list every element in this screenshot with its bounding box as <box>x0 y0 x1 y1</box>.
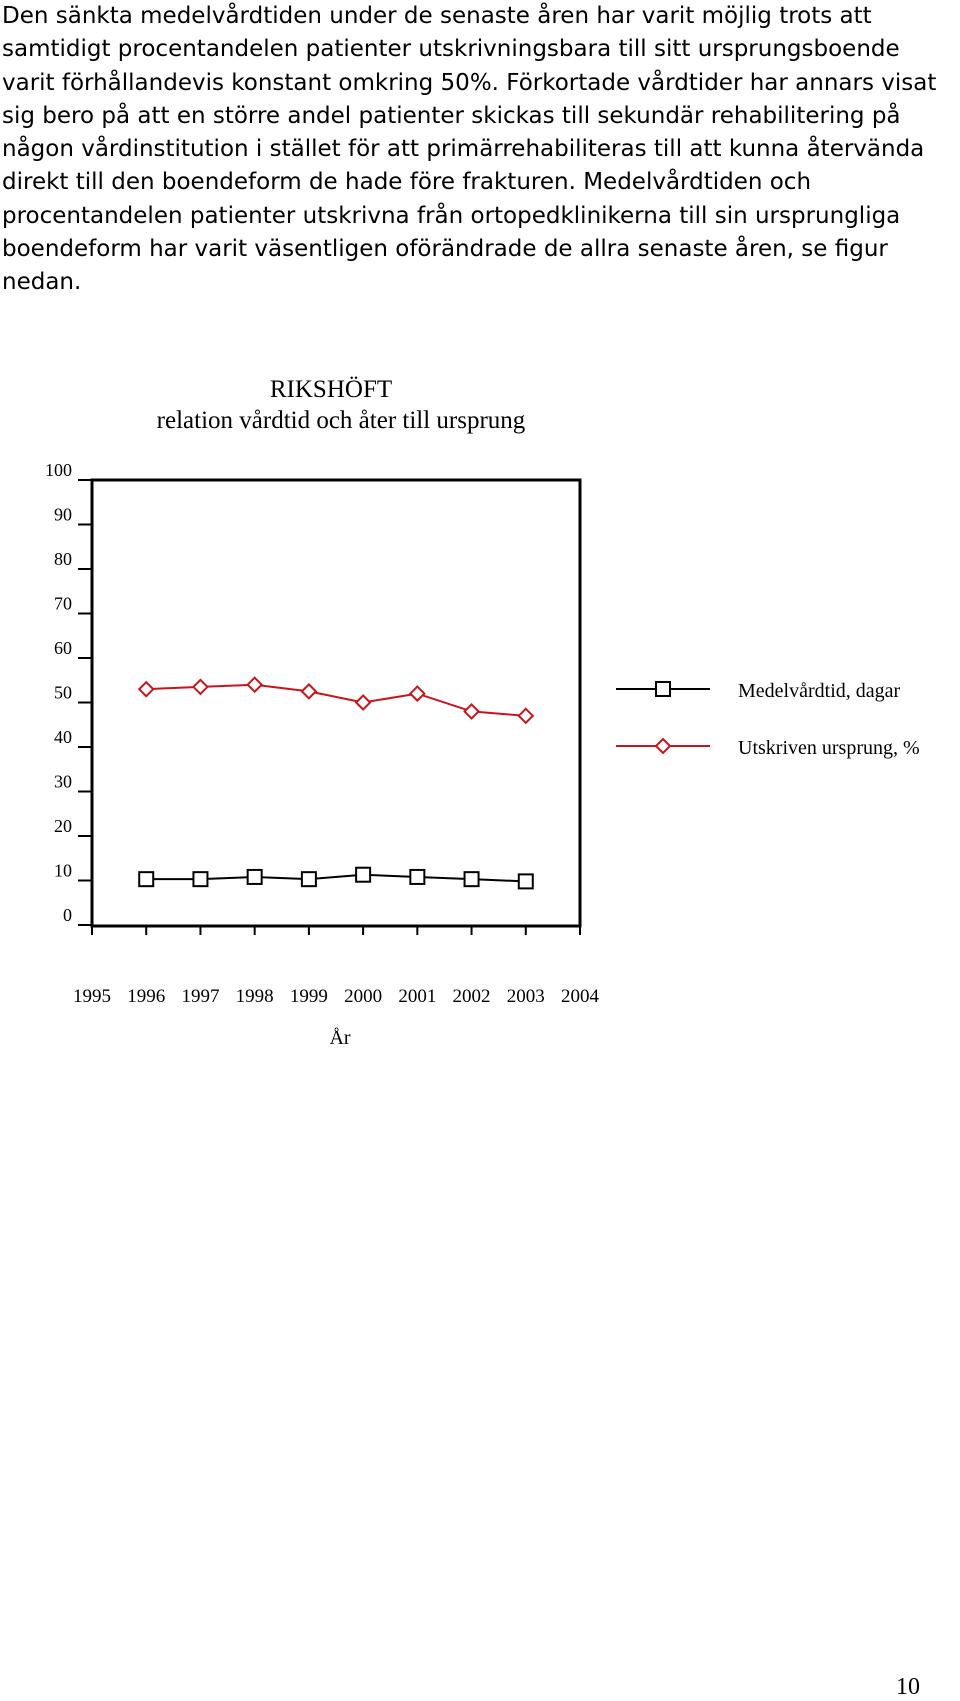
plot-frame <box>90 478 582 928</box>
legend-label: Medelvårdtid, dagar <box>738 680 900 702</box>
y-axis: 0 10 20 30 40 50 60 70 80 90 100 <box>45 460 92 926</box>
data-point <box>246 676 264 694</box>
y-tick-label: 70 <box>54 594 72 614</box>
x-tick-label: 2003 <box>507 986 545 1007</box>
series-line <box>146 873 526 883</box>
legend-marker <box>655 681 671 697</box>
data-point <box>354 694 372 711</box>
x-tick-label: 1997 <box>181 986 219 1007</box>
data-point <box>463 871 480 888</box>
legend-label: Utskriven ursprung, % <box>738 737 920 759</box>
x-axis-title: År <box>329 1027 350 1049</box>
y-tick-label: 90 <box>54 505 72 525</box>
data-point <box>355 866 372 883</box>
x-tick-label: 2000 <box>344 986 382 1007</box>
legend-marker <box>654 737 672 755</box>
data-point <box>137 680 155 698</box>
data-point <box>408 685 426 703</box>
y-tick-label: 10 <box>54 861 72 881</box>
data-point <box>138 871 155 888</box>
y-tick-label: 50 <box>54 683 72 703</box>
page-number: 10 <box>896 1674 920 1700</box>
chart-subtitle: relation vårdtid och åter till ursprung <box>157 407 526 434</box>
data-point <box>300 871 317 888</box>
data-point <box>409 868 426 885</box>
x-axis: 1995 1996 1997 1998 1999 2000 2001 2002 2003 2004 <box>73 925 600 1007</box>
x-tick-label: 1995 <box>73 986 111 1007</box>
x-tick-label: 2002 <box>453 986 491 1007</box>
line-chart: RIKSHÖFT relation vårdtid och åter till … <box>45 376 920 1049</box>
data-point <box>300 682 318 700</box>
y-tick-label: 80 <box>54 549 72 569</box>
y-tick-label: 100 <box>45 460 72 480</box>
x-tick-label: 1996 <box>127 986 165 1007</box>
x-tick-label: 2001 <box>398 986 436 1007</box>
data-point <box>192 678 209 696</box>
y-tick-label: 60 <box>54 638 72 658</box>
series-line <box>146 683 526 717</box>
data-point <box>517 707 535 725</box>
data-point <box>246 868 263 885</box>
y-tick-label: 0 <box>63 905 72 925</box>
series-layer <box>137 676 535 890</box>
chart-title: RIKSHÖFT <box>270 376 392 403</box>
data-point <box>517 873 534 890</box>
chart-legend: Medelvårdtid, dagar Utskriven ursprung, % <box>616 680 920 759</box>
x-tick-label: 1999 <box>290 986 328 1007</box>
y-tick-label: 30 <box>54 772 72 792</box>
y-tick-label: 20 <box>54 816 72 836</box>
body-paragraph: Den sänkta medelvårdtiden under de senas… <box>2 3 937 296</box>
data-point <box>463 702 480 720</box>
y-tick-label: 40 <box>54 727 72 747</box>
x-tick-label: 2004 <box>561 986 600 1007</box>
data-point <box>192 871 209 888</box>
x-tick-label: 1998 <box>236 986 274 1007</box>
